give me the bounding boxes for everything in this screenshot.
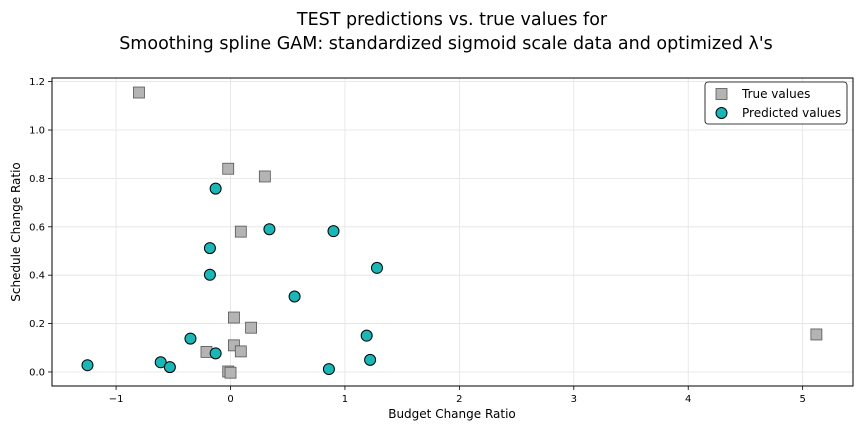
predicted-value-point	[364, 353, 377, 366]
predicted-value-point	[154, 356, 167, 369]
axis-ticks: −1 0 1 2 3 4 5 0.0 0.2 0.4 0.6 0.8 1.0 1.2	[29, 77, 806, 405]
true-value-point	[133, 86, 145, 99]
predicted-value-point	[360, 329, 373, 342]
x-tick-label: 4	[685, 394, 691, 405]
predicted-value-point	[203, 242, 216, 255]
predicted-value-point	[209, 347, 222, 360]
predicted-value-point	[288, 290, 301, 303]
legend-marker-predicted-values	[715, 107, 728, 119]
predicted-value-point	[81, 359, 94, 372]
y-tick-label: 1.2	[29, 77, 45, 88]
y-tick-label: 0.2	[29, 319, 45, 330]
x-tick-label: 5	[799, 394, 805, 405]
true-value-point	[245, 321, 258, 334]
y-tick-label: 0.4	[29, 271, 45, 282]
predicted-value-point	[203, 268, 216, 281]
y-tick-label: 0.8	[29, 174, 45, 185]
true-value-point	[258, 170, 271, 183]
data-points	[81, 86, 823, 379]
true-value-point	[228, 339, 240, 352]
predicted-value-point	[209, 182, 222, 195]
predicted-value-point	[263, 223, 276, 236]
true-value-point	[222, 162, 235, 175]
x-tick-label: 0	[227, 394, 233, 405]
legend-marker-true-values	[715, 88, 728, 100]
chart-title-line-1: TEST predictions vs. true values for	[296, 10, 608, 30]
true-value-point	[234, 225, 247, 238]
y-axis-label: Schedule Change Ratio	[9, 162, 23, 302]
legend: True values Predicted values	[704, 81, 848, 125]
y-tick-label: 0.0	[29, 367, 45, 378]
legend-label-predicted-values: Predicted values	[742, 106, 841, 120]
true-value-point	[228, 311, 240, 324]
predicted-value-point	[327, 225, 340, 238]
plot-area-frame	[51, 77, 854, 387]
legend-box	[704, 81, 848, 125]
y-tick-label: 1.0	[29, 126, 45, 137]
x-tick-label: 3	[571, 394, 577, 405]
x-axis-label: Budget Change Ratio	[388, 407, 516, 421]
true-value-point	[810, 328, 823, 341]
true-value-point	[234, 345, 247, 358]
x-tick-label: 1	[342, 394, 348, 405]
x-tick-label: −1	[109, 394, 124, 405]
predicted-value-point	[370, 261, 383, 274]
predicted-value-point	[163, 361, 176, 374]
predicted-value-point	[184, 332, 197, 345]
y-tick-label: 0.6	[29, 222, 45, 233]
chart-title-line-2: Smoothing spline GAM: standardized sigmo…	[119, 34, 773, 54]
true-value-point	[224, 366, 237, 379]
x-tick-label: 2	[456, 394, 462, 405]
predicted-value-point	[322, 363, 335, 376]
legend-label-true-values: True values	[741, 87, 810, 101]
